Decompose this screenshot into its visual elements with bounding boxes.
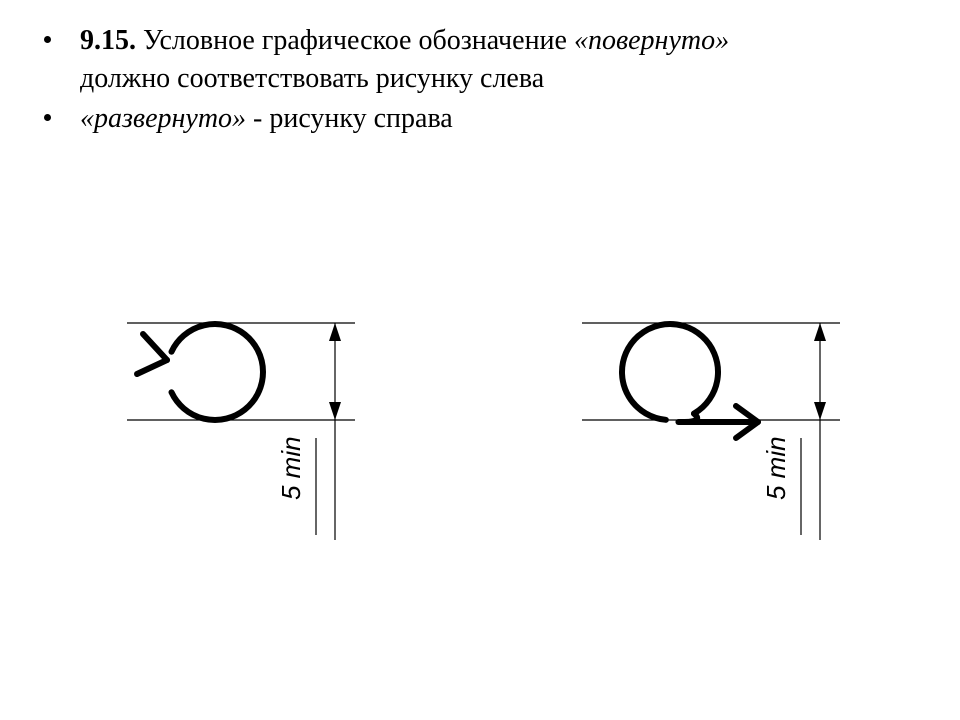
bullet-icon (44, 114, 51, 121)
line1-italic: «повернуто» (574, 25, 729, 56)
bullet-line-2: «развернуто» - рисунку справа (30, 100, 930, 138)
bullet-line-1: 9.15. Условное графическое обозначение «… (30, 22, 930, 98)
diagram-svg: 5 min 5 min (0, 260, 960, 620)
bullet-icon (44, 36, 51, 43)
line2: должно соответствовать рисунку слева (80, 60, 930, 98)
section-number: 9.15. (80, 25, 136, 56)
svg-text:5 min: 5 min (276, 436, 306, 500)
line3-italic: «развернуто» (80, 103, 246, 134)
line3-rest: - рисунку справа (246, 103, 453, 134)
svg-text:5 min: 5 min (761, 436, 791, 500)
diagram-area: 5 min 5 min (0, 260, 960, 660)
page: 9.15. Условное графическое обозначение «… (0, 0, 960, 720)
line1-part1: Условное графическое обозначение (136, 25, 574, 56)
text-block: 9.15. Условное графическое обозначение «… (30, 22, 930, 139)
